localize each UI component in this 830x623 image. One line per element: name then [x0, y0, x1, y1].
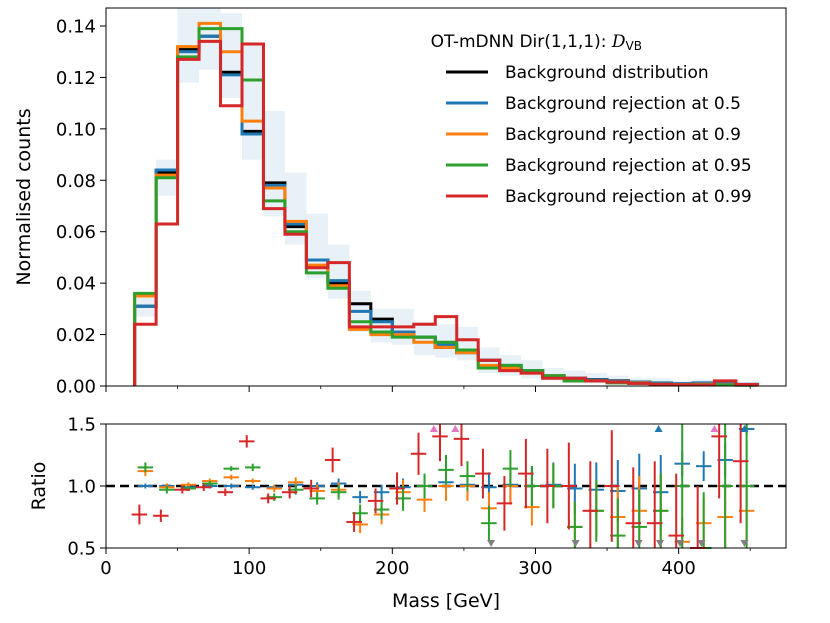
histogram-x-ticks: [105, 386, 751, 392]
histogram-y-tick-label: 0.00: [56, 377, 96, 398]
uncertainty-band: [134, 8, 758, 386]
x-tick-label: 200: [375, 558, 409, 579]
band-bin: [199, 8, 221, 70]
histogram-frame: [105, 7, 787, 387]
histogram-y-tick-label: 0.02: [56, 325, 96, 346]
band-bin: [327, 244, 350, 299]
x-axis-label: Mass [GeV]: [392, 590, 500, 612]
histogram-y-tick-label: 0.14: [56, 17, 96, 38]
x-tick-label: 300: [518, 558, 552, 579]
legend-label-0: Background distribution: [505, 63, 709, 83]
legend-entries: Background distribution Background reject…: [446, 63, 752, 207]
histogram-y-axis-label: Normalised counts: [13, 108, 35, 285]
ratio-series-3: [131, 424, 749, 549]
legend-label-3: Background rejection at 0.95: [505, 156, 752, 176]
legend-title: OT-mDNN Dir(1,1,1): DVB: [431, 32, 642, 53]
legend-label-1: Background rejection at 0.5: [505, 94, 741, 114]
legend-label-4: Background rejection at 0.99: [505, 187, 752, 207]
ratio-overflow-marker-up: [654, 425, 663, 432]
ratio-overflow-marker-down: [634, 540, 643, 547]
ratio-overflow-marker-down: [697, 540, 706, 547]
ratio-x-ticks: 0 100 200 300 400: [100, 548, 751, 579]
x-tick-label: 100: [232, 558, 266, 579]
legend: OT-mDNN Dir(1,1,1): DVB Background distr…: [431, 32, 752, 207]
band-bin: [456, 326, 479, 361]
histogram-y-ticks: 0.00 0.02 0.04 0.06 0.08 0.10 0.12 0.14: [56, 17, 106, 398]
ratio-overflow-markers: [429, 425, 749, 547]
ratio-overflow-marker-down: [740, 540, 749, 547]
ratio-overflow-marker-up: [451, 425, 460, 432]
band-bin: [263, 110, 285, 217]
histogram-y-tick-label: 0.08: [56, 171, 96, 192]
ratio-y-ticks: 0.5 1.0 1.5: [67, 415, 106, 560]
ratio-overflow-marker-up: [740, 425, 749, 432]
band-bin: [306, 213, 328, 278]
x-tick-label: 400: [661, 558, 695, 579]
ratio-y-tick-label: 1.5: [67, 415, 96, 436]
histogram-y-tick-label: 0.12: [56, 68, 96, 89]
ratio-overflow-marker-down: [571, 540, 580, 547]
histogram-series: [133, 21, 759, 387]
histogram-line-4: [133, 39, 759, 387]
ratio-overflow-marker-down: [656, 540, 665, 547]
histogram-y-tick-label: 0.10: [56, 119, 96, 140]
ratio-panel: 0.5 1.0 1.5 0 100 200 300 400 Ratio Mass [GeV]: [28, 415, 787, 612]
band-bin: [242, 44, 264, 160]
ratio-overflow-marker-up: [429, 425, 438, 432]
histogram-y-tick-label: 0.06: [56, 222, 96, 243]
histogram-y-tick-label: 0.04: [56, 274, 96, 295]
x-tick-label: 0: [100, 558, 111, 579]
band-bin: [220, 13, 242, 98]
ratio-overflow-marker-up: [710, 425, 719, 432]
legend-label-2: Background rejection at 0.9: [505, 125, 741, 145]
ratio-series: [131, 424, 755, 549]
ratio-overflow-marker-down: [676, 540, 685, 547]
ratio-y-tick-label: 1.0: [67, 477, 96, 498]
histogram-panel: 0.00 0.02 0.04 0.06 0.08 0.10 0.12 0.14 Normali…: [13, 7, 787, 398]
ratio-y-tick-label: 0.5: [67, 539, 96, 560]
ratio-overflow-marker-down: [487, 540, 496, 547]
ratio-y-axis-label: Ratio: [28, 462, 50, 511]
